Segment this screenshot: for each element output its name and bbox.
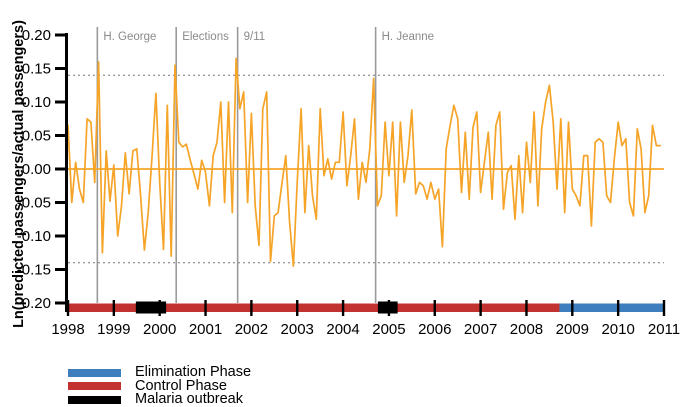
legend-swatch	[68, 382, 121, 391]
x-tick-label: 2003	[281, 321, 314, 338]
legend-label: Malaria outbreak	[135, 391, 243, 407]
y-tick-label: -0.05	[17, 195, 51, 212]
event-label: Elections	[182, 31, 229, 43]
chart-legend: Elimination Phase Control Phase Malaria ou…	[68, 364, 252, 407]
x-tick-label: 2005	[372, 321, 405, 338]
chart-line	[67, 57, 662, 267]
legend-item: Elimination Phase	[68, 364, 252, 380]
y-tick-label: -0.20	[17, 295, 51, 312]
x-tick-label: 1998	[51, 321, 84, 338]
x-tick-label: 2010	[601, 321, 634, 338]
legend-swatch	[68, 395, 121, 404]
x-tick-label: 2006	[418, 321, 451, 338]
event-label: H. Jeanne	[382, 31, 434, 43]
legend-item: Malaria outbreak	[68, 391, 251, 407]
phase-bar-segment	[559, 303, 664, 312]
event-label: H. George	[103, 31, 156, 43]
y-tick-label: 0.10	[22, 94, 51, 111]
legend-swatch	[68, 368, 121, 377]
legend-label: Elimination Phase	[135, 364, 252, 380]
x-tick-label: 2008	[510, 321, 543, 338]
y-tick-label: -0.10	[17, 228, 51, 245]
y-tick-label: 0.00	[22, 161, 51, 178]
x-tick-label: 1999	[97, 321, 130, 338]
event-label: 9/11	[244, 31, 266, 43]
phase-bar-segment	[135, 301, 167, 314]
x-tick-label: 2009	[556, 321, 589, 338]
x-tick-label: 2004	[326, 321, 359, 338]
x-tick-label: 2001	[189, 321, 222, 338]
y-tick-label: 0.20	[22, 27, 51, 44]
x-tick-label: 2011	[648, 321, 680, 338]
y-tick-label: 0.15	[22, 61, 51, 78]
x-tick-label: 2007	[464, 321, 497, 338]
y-tick-label: -0.15	[17, 262, 51, 279]
x-tick-label: 2002	[235, 321, 268, 338]
x-tick-label: 2000	[143, 321, 176, 338]
y-tick-label: 0.05	[22, 128, 51, 145]
chart-canvas: H. George Elections 9/11 H. Jeanne 1998 1999 2…	[17, 27, 680, 338]
legend-label: Control Phase	[135, 377, 227, 394]
legend-item: Control Phase	[68, 377, 251, 394]
phase-bar-segment	[68, 303, 560, 312]
